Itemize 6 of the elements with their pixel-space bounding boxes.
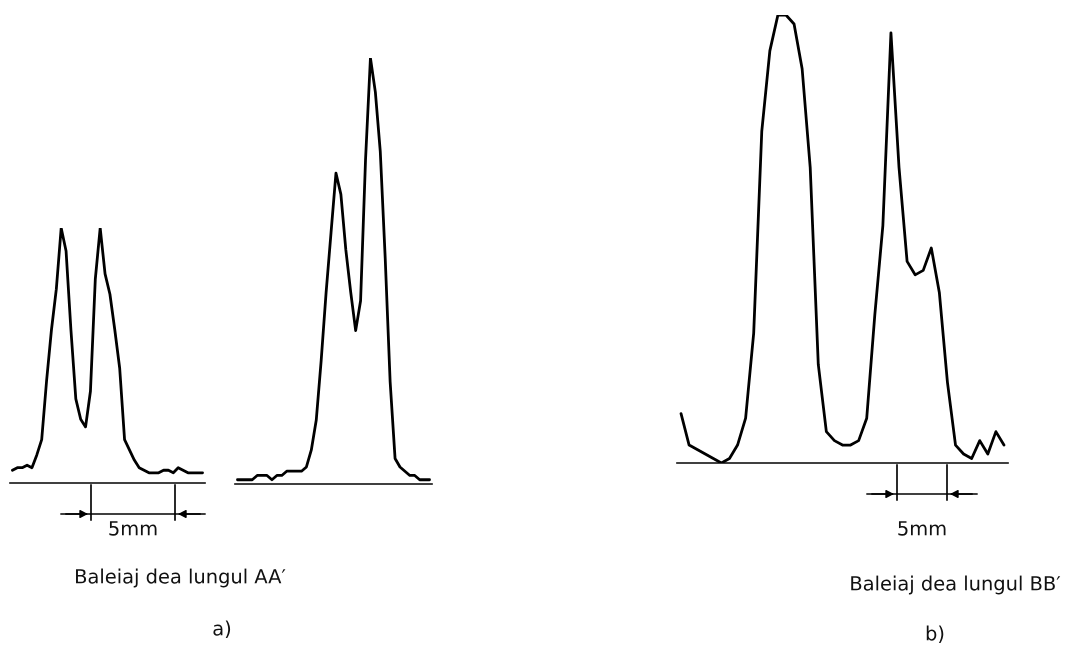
text: 5mm xyxy=(109,521,157,536)
text: Baleiaj dea lungul AA′ xyxy=(76,568,286,588)
text: 5mm xyxy=(898,521,946,536)
text: Baleiaj dea lungul BB′ xyxy=(851,575,1061,595)
text: b) xyxy=(926,625,944,643)
text: a) xyxy=(213,620,231,638)
